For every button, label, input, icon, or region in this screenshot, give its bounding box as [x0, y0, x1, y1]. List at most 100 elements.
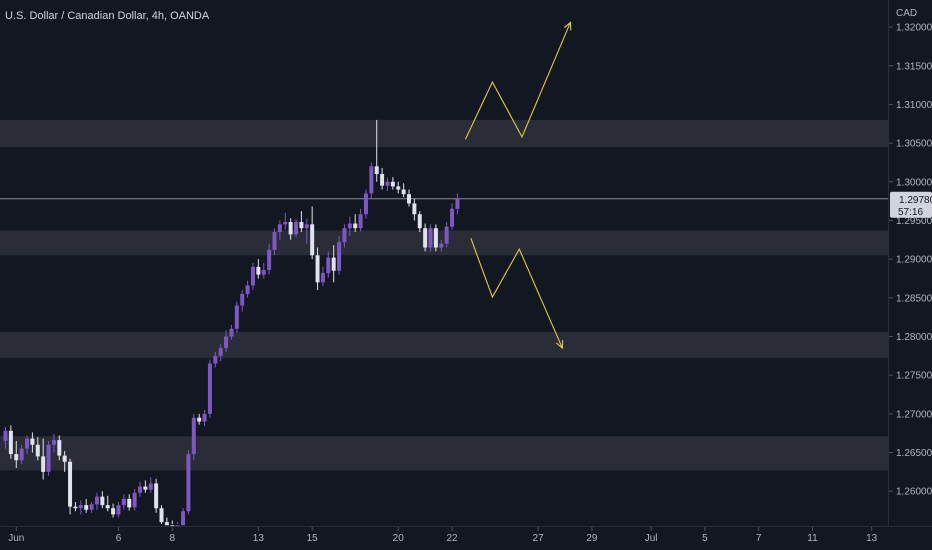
candle-body [428, 228, 433, 248]
candle [35, 437, 40, 461]
candle-body [41, 456, 46, 472]
candle-body [186, 454, 191, 512]
candle-body [315, 255, 320, 283]
candle-body [347, 223, 352, 229]
price-tick-label: 1.28500 [896, 293, 932, 304]
time-tick-label: 27 [533, 533, 545, 544]
candle [347, 216, 352, 236]
time-tick-label: 11 [807, 533, 818, 544]
candle [417, 211, 422, 233]
symbol-title: U.S. Dollar / Canadian Dollar, 4h, OANDA [5, 10, 210, 22]
candle [320, 266, 325, 287]
candle-body [100, 496, 105, 506]
candle-body [310, 224, 315, 256]
time-tick-label: 20 [393, 533, 405, 544]
time-tick-label: Jun [8, 533, 24, 544]
candle-body [159, 508, 164, 523]
time-tick-label: Jul [645, 533, 658, 544]
candle-body [417, 214, 422, 229]
candle [401, 183, 406, 198]
candle-body [267, 249, 272, 270]
candle-body [89, 504, 94, 510]
candle [288, 218, 293, 240]
time-tick-label: 22 [446, 533, 458, 544]
candle [326, 251, 331, 278]
candle-body [105, 505, 110, 509]
candle [68, 458, 73, 515]
candle [143, 480, 148, 493]
candle [229, 324, 234, 340]
candle-body [358, 214, 363, 229]
candle [224, 330, 229, 352]
candle-body [143, 486, 148, 490]
candle-body [213, 355, 218, 364]
candle-body [337, 242, 342, 271]
candle-body [207, 363, 212, 414]
candle-body [19, 448, 24, 461]
time-tick-label: 7 [756, 533, 762, 544]
candle [207, 359, 212, 418]
price-axis-ticks[interactable]: 1.32000 1.31500 1.31000 1.30500 1.30000 1.295… [889, 23, 932, 498]
candle [272, 228, 277, 256]
candle [191, 413, 196, 461]
candle-body [127, 498, 132, 508]
candle-body [304, 224, 309, 229]
projection-layer[interactable] [464, 21, 572, 350]
candle-body [57, 440, 62, 456]
candle-body [218, 348, 223, 356]
price-axis-background [889, 0, 932, 550]
candle-body [250, 266, 255, 286]
time-axis-ticks[interactable]: Jun 6 8 13 15 20 22 27 29 Jul 5 7 11 13 [8, 527, 878, 544]
candle-body [261, 269, 266, 275]
candle-body [283, 222, 288, 225]
candle-body [164, 522, 169, 526]
candle-body [342, 228, 347, 243]
candle-body [380, 174, 385, 186]
candle [154, 478, 159, 513]
candle-body [202, 413, 207, 422]
candle-body [25, 438, 30, 449]
candle [277, 220, 282, 240]
price-tick-label: 1.26500 [896, 448, 932, 459]
candle-body [299, 222, 304, 229]
candle [218, 344, 223, 362]
candle [234, 301, 239, 333]
candle [14, 440, 19, 468]
candle-body [62, 455, 67, 462]
candle-body [363, 193, 368, 215]
candle [213, 351, 218, 368]
candle [186, 450, 191, 515]
candle-body [191, 417, 196, 455]
price-tick-label: 1.28000 [896, 332, 932, 343]
candle-body [224, 336, 229, 349]
candle-body [111, 508, 116, 515]
candle-body [331, 257, 336, 271]
projection-path-0[interactable] [464, 22, 571, 140]
candle [433, 224, 438, 252]
sr-zone-0 [0, 119, 888, 147]
candle [342, 224, 347, 248]
candle-body [3, 430, 8, 441]
candle [202, 409, 207, 427]
price-tick-label: 1.29500 [896, 216, 932, 227]
projection-path-1[interactable] [470, 238, 563, 349]
candle [41, 438, 46, 480]
candle [19, 444, 24, 465]
candle [159, 505, 164, 524]
candle [89, 502, 94, 513]
candle [439, 239, 444, 252]
candle [132, 488, 137, 511]
candle-body [455, 198, 460, 209]
candle [94, 492, 99, 510]
candle-body [116, 505, 121, 515]
candle [105, 495, 110, 512]
candle-body [294, 222, 299, 235]
candle [111, 503, 116, 518]
candle-body [433, 228, 438, 248]
candle-body [132, 492, 137, 508]
candle [450, 203, 455, 230]
candle [164, 517, 169, 526]
current-price-label: 1.29780 [899, 195, 932, 206]
candle [390, 177, 395, 190]
